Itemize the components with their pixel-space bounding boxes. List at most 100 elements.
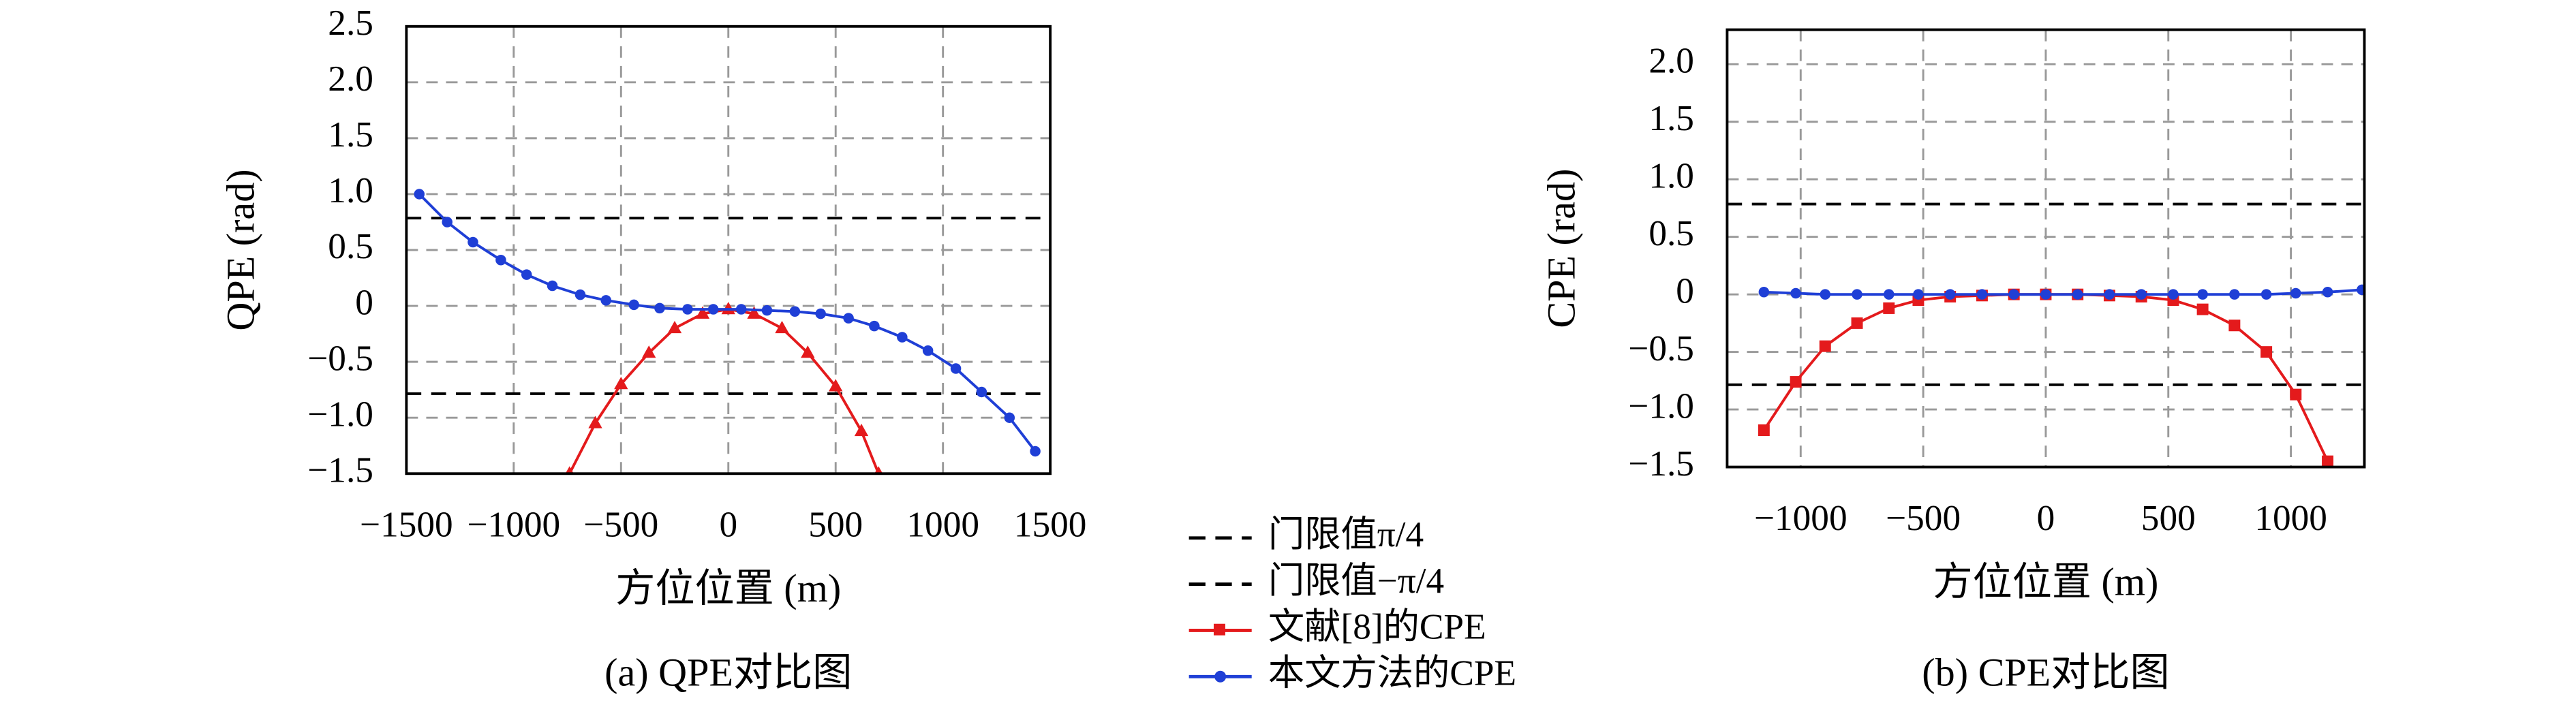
caption: (a) QPE对比图 xyxy=(604,651,852,695)
y-tick-label: −1.5 xyxy=(307,450,373,490)
plot-area xyxy=(406,189,1051,474)
x-tick-label: −1000 xyxy=(467,504,561,544)
point xyxy=(2197,289,2208,300)
point xyxy=(2229,289,2240,300)
point xyxy=(801,345,815,358)
point xyxy=(1030,446,1041,457)
point xyxy=(600,295,612,306)
point xyxy=(829,379,843,392)
point xyxy=(976,386,987,398)
y-tick-label: 2.0 xyxy=(1649,41,1694,81)
point xyxy=(1819,340,1831,352)
point xyxy=(628,299,639,311)
point xyxy=(789,306,801,317)
point xyxy=(815,308,826,319)
point xyxy=(565,466,574,474)
y-tick-label: −0.5 xyxy=(1628,328,1694,369)
point xyxy=(521,269,532,280)
point xyxy=(1884,289,1895,300)
x-tick-label: 500 xyxy=(808,504,863,544)
series-line xyxy=(1764,288,2363,296)
point xyxy=(1976,289,1988,300)
point xyxy=(2008,289,2019,300)
point xyxy=(2322,287,2333,298)
point xyxy=(1758,287,1770,298)
point xyxy=(574,289,586,300)
point xyxy=(874,466,883,474)
y-tick-label: 2.0 xyxy=(328,59,373,99)
point xyxy=(1883,302,1895,314)
x-axis-label: 方位位置 (m) xyxy=(1933,559,2158,604)
point xyxy=(2290,388,2302,401)
point xyxy=(442,217,453,228)
y-axis-label: CPE (rad) xyxy=(1539,169,1583,328)
point xyxy=(2104,289,2115,300)
x-tick-label: 1500 xyxy=(1014,504,1087,544)
point xyxy=(1820,289,1831,300)
caption: (b) CPE对比图 xyxy=(1922,651,2169,695)
point xyxy=(588,416,602,428)
legend: 门限值π/4 门限值−π/4 文献[8]的CPE 本文方法的CPE xyxy=(1189,514,1516,693)
point xyxy=(1913,289,1924,300)
point xyxy=(1790,287,1801,299)
point xyxy=(854,423,869,437)
y-tick-label: −1.0 xyxy=(1628,386,1694,426)
point xyxy=(642,345,656,358)
x-tick-label: 0 xyxy=(2037,498,2055,538)
legend-marker xyxy=(1214,670,1227,683)
series-line xyxy=(568,308,880,474)
y-tick-label: −1.0 xyxy=(307,394,373,434)
point xyxy=(1852,289,1862,300)
x-tick-label: −1500 xyxy=(360,504,453,544)
x-tick-label: −500 xyxy=(1886,498,1961,538)
point xyxy=(2290,287,2301,299)
point xyxy=(2136,289,2147,300)
point xyxy=(2196,303,2209,315)
point xyxy=(654,302,665,314)
point xyxy=(922,345,934,356)
point xyxy=(897,332,908,343)
y-axis-label: QPE (rad) xyxy=(218,169,262,330)
point xyxy=(2072,289,2083,300)
point xyxy=(695,306,710,319)
x-tick-label: −500 xyxy=(583,504,658,544)
point xyxy=(2168,289,2179,300)
y-tick-label: 0 xyxy=(355,282,373,322)
point xyxy=(2040,289,2051,300)
x-tick-label: 1000 xyxy=(2254,498,2327,538)
point xyxy=(495,255,506,266)
y-tick-label: 0.5 xyxy=(328,226,373,266)
plot-frame xyxy=(405,25,1052,475)
legend-label: 本文方法的CPE xyxy=(1268,653,1516,693)
point xyxy=(707,304,719,315)
point xyxy=(1004,412,1015,423)
point xyxy=(869,320,880,332)
point xyxy=(682,304,693,315)
y-tick-label: 0 xyxy=(1676,270,1694,311)
point xyxy=(614,377,628,390)
point xyxy=(761,304,773,316)
y-tick-label: 1.0 xyxy=(1649,155,1694,196)
x-tick-label: −1000 xyxy=(1754,498,1847,538)
plot-frame xyxy=(1726,28,2366,469)
point xyxy=(2357,284,2365,296)
point xyxy=(2260,289,2272,300)
point xyxy=(2260,346,2273,358)
y-tick-label: −0.5 xyxy=(307,338,373,378)
y-tick-label: 1.5 xyxy=(328,114,373,155)
point xyxy=(950,363,962,374)
y-tick-label: 2.5 xyxy=(328,3,373,43)
y-tick-label: 0.5 xyxy=(1649,213,1694,253)
x-tick-label: 0 xyxy=(719,504,737,544)
y-tick-label: 1.0 xyxy=(328,170,373,210)
point xyxy=(1851,317,1863,329)
point xyxy=(467,236,478,248)
point xyxy=(547,280,558,292)
x-tick-label: 1000 xyxy=(906,504,979,544)
point xyxy=(1758,424,1770,436)
point xyxy=(1944,289,1956,300)
point xyxy=(1790,376,1802,388)
legend-label: 门限值π/4 xyxy=(1268,514,1424,554)
legend-label: 文献[8]的CPE xyxy=(1268,607,1486,647)
